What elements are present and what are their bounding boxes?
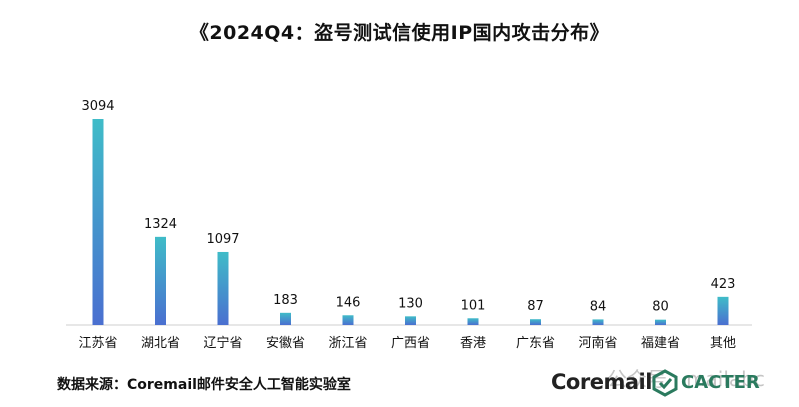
bar-1 (155, 236, 166, 325)
bar-0 (92, 119, 104, 325)
bar-5 (405, 316, 416, 325)
coremail-logo: Coremail (551, 370, 652, 394)
value-label-0: 3094 (81, 99, 114, 114)
value-label-1: 1324 (144, 217, 177, 232)
bar-7 (530, 319, 541, 325)
bar-6 (467, 318, 479, 325)
value-label-4: 146 (336, 295, 361, 310)
value-label-9: 80 (652, 300, 669, 315)
value-label-10: 423 (711, 277, 736, 292)
cacter-logo: CACTER (681, 372, 760, 393)
bar-4 (342, 315, 354, 325)
category-label-1: 湖北省 (141, 336, 180, 351)
value-label-7: 87 (527, 299, 544, 314)
category-label-5: 广西省 (391, 336, 430, 351)
bar-10 (717, 296, 729, 325)
value-label-3: 183 (273, 293, 298, 308)
bar-8 (592, 319, 604, 325)
category-label-10: 其他 (710, 336, 736, 351)
category-label-7: 广东省 (516, 336, 555, 351)
watermark: 公众号 · mailabc (607, 367, 765, 391)
bar-3 (280, 312, 291, 325)
value-label-8: 84 (590, 299, 607, 314)
data-source: 数据来源：Coremail邮件安全人工智能实验室 (57, 377, 351, 393)
cacter-logo-icon (652, 369, 678, 397)
value-label-5: 130 (398, 296, 423, 311)
category-label-0: 江苏省 (78, 335, 117, 351)
bar-9 (655, 319, 666, 325)
category-label-2: 辽宁省 (203, 335, 242, 351)
value-label-2: 1097 (206, 232, 239, 247)
value-label-6: 101 (461, 298, 486, 313)
bar-2 (217, 251, 229, 325)
chart-title: 《2024Q4：盗号测试信使用IP国内攻击分布》 (189, 22, 610, 44)
category-label-8: 河南省 (578, 335, 617, 351)
category-label-9: 福建省 (641, 336, 680, 351)
category-label-6: 香港 (460, 336, 486, 351)
category-label-4: 浙江省 (328, 336, 367, 351)
category-label-3: 安徽省 (266, 336, 305, 351)
